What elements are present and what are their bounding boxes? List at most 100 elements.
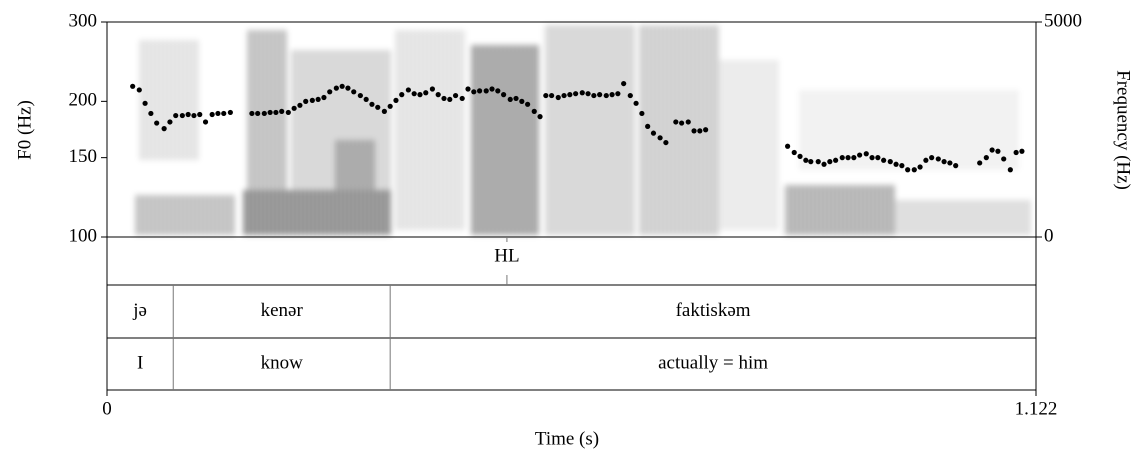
pitch-point <box>525 101 531 107</box>
pitch-point <box>441 95 447 102</box>
pitch-point <box>1007 167 1013 173</box>
pitch-point <box>627 92 633 99</box>
x-tick-label: 0 <box>102 398 112 419</box>
y2-tick-label: 0 <box>1044 225 1054 246</box>
pitch-point <box>363 96 369 103</box>
pitch-point <box>609 92 615 98</box>
pitch-point <box>977 160 983 166</box>
pitch-point <box>633 100 639 106</box>
y-tick-label: 300 <box>69 10 98 31</box>
pitch-point <box>995 148 1001 154</box>
pitch-point <box>519 98 525 104</box>
x-tick-label: 1.122 <box>1015 398 1058 419</box>
frame <box>106 21 1037 391</box>
pitch-point <box>591 92 597 99</box>
pitch-point <box>808 159 814 165</box>
pitch-point <box>923 157 929 163</box>
pitch-point <box>154 120 160 126</box>
pitch-point <box>221 110 227 117</box>
spectrogram <box>135 25 1030 235</box>
pitch-point <box>130 83 136 89</box>
tier-label: kenər <box>261 300 304 321</box>
pitch-point <box>185 111 191 118</box>
pitch-point <box>791 149 797 156</box>
pitch-point <box>983 155 989 161</box>
pitch-point <box>555 94 561 101</box>
pitch-point <box>249 110 255 117</box>
pitch-point <box>663 139 669 146</box>
pitch-point <box>621 80 627 87</box>
pitch-point <box>273 109 279 116</box>
pitch-point <box>845 155 851 161</box>
pitch-point <box>279 108 285 114</box>
pitch-point <box>369 101 375 107</box>
pitch-point <box>833 157 839 163</box>
pitch-point <box>615 91 621 97</box>
pitch-point <box>255 110 261 117</box>
pitch-point <box>179 112 185 119</box>
pitch-point <box>869 155 875 161</box>
pitch-point <box>375 104 381 110</box>
y-tick-label: 150 <box>69 146 98 167</box>
pitch-point <box>603 92 609 99</box>
pitch-point <box>357 92 363 99</box>
pitch-point <box>447 96 453 103</box>
pitch-point <box>351 89 357 95</box>
pitch-point <box>567 92 573 98</box>
pitch-point <box>381 108 387 114</box>
pitch-point <box>827 159 833 165</box>
pitch-point <box>941 159 947 165</box>
pitch-point <box>657 135 663 141</box>
tier-label: faktiskəm <box>676 300 751 321</box>
pitch-point <box>435 92 441 98</box>
pitch-point <box>136 87 142 93</box>
pitch-point <box>857 152 863 158</box>
pitch-point <box>899 163 905 169</box>
pitch-point <box>161 126 167 132</box>
pitch-point <box>537 114 543 120</box>
pitch-point <box>549 92 555 99</box>
pitch-point <box>815 159 821 165</box>
pitch-point <box>887 159 893 165</box>
pitch-point <box>339 83 345 89</box>
pitch-point <box>785 143 791 149</box>
tier-label: know <box>261 352 304 373</box>
pitch-point <box>309 97 315 103</box>
pitch-point <box>393 97 399 103</box>
pitch-point <box>227 109 233 116</box>
pitch-point <box>881 157 887 163</box>
pitch-point <box>417 92 423 98</box>
y-axis-label: F0 (Hz) <box>14 100 35 160</box>
pitch-point <box>429 86 435 92</box>
x-axis-label: Time (s) <box>535 428 599 449</box>
pitch-point <box>209 111 215 118</box>
pitch-point <box>191 112 197 119</box>
pitch-point <box>321 94 327 101</box>
pitch-point <box>501 92 507 98</box>
pitch-point <box>585 91 591 97</box>
pitch-point <box>650 130 657 136</box>
pitch-point <box>697 128 703 134</box>
y-tick-label: 100 <box>69 225 98 246</box>
pitch-point <box>821 161 827 167</box>
pitch-point <box>797 153 803 159</box>
pitch-point <box>1019 148 1025 154</box>
pitch-point <box>423 90 429 96</box>
pitch-point <box>142 100 148 106</box>
pitch-point <box>893 161 899 167</box>
pitch-point <box>803 157 809 163</box>
pitch-point <box>679 120 685 126</box>
pitch-point <box>989 147 995 153</box>
pitch-point <box>405 87 411 93</box>
pitch-point <box>489 86 495 92</box>
pitch-point <box>691 128 697 134</box>
pitch-point <box>561 92 567 99</box>
pitch-point <box>645 123 651 129</box>
pitch-point <box>703 127 709 133</box>
pitch-point <box>495 88 501 94</box>
y2-tick-label: 5000 <box>1044 10 1082 31</box>
pitch-point <box>291 105 297 111</box>
pitch-point <box>935 156 941 162</box>
pitch-point <box>285 109 291 116</box>
